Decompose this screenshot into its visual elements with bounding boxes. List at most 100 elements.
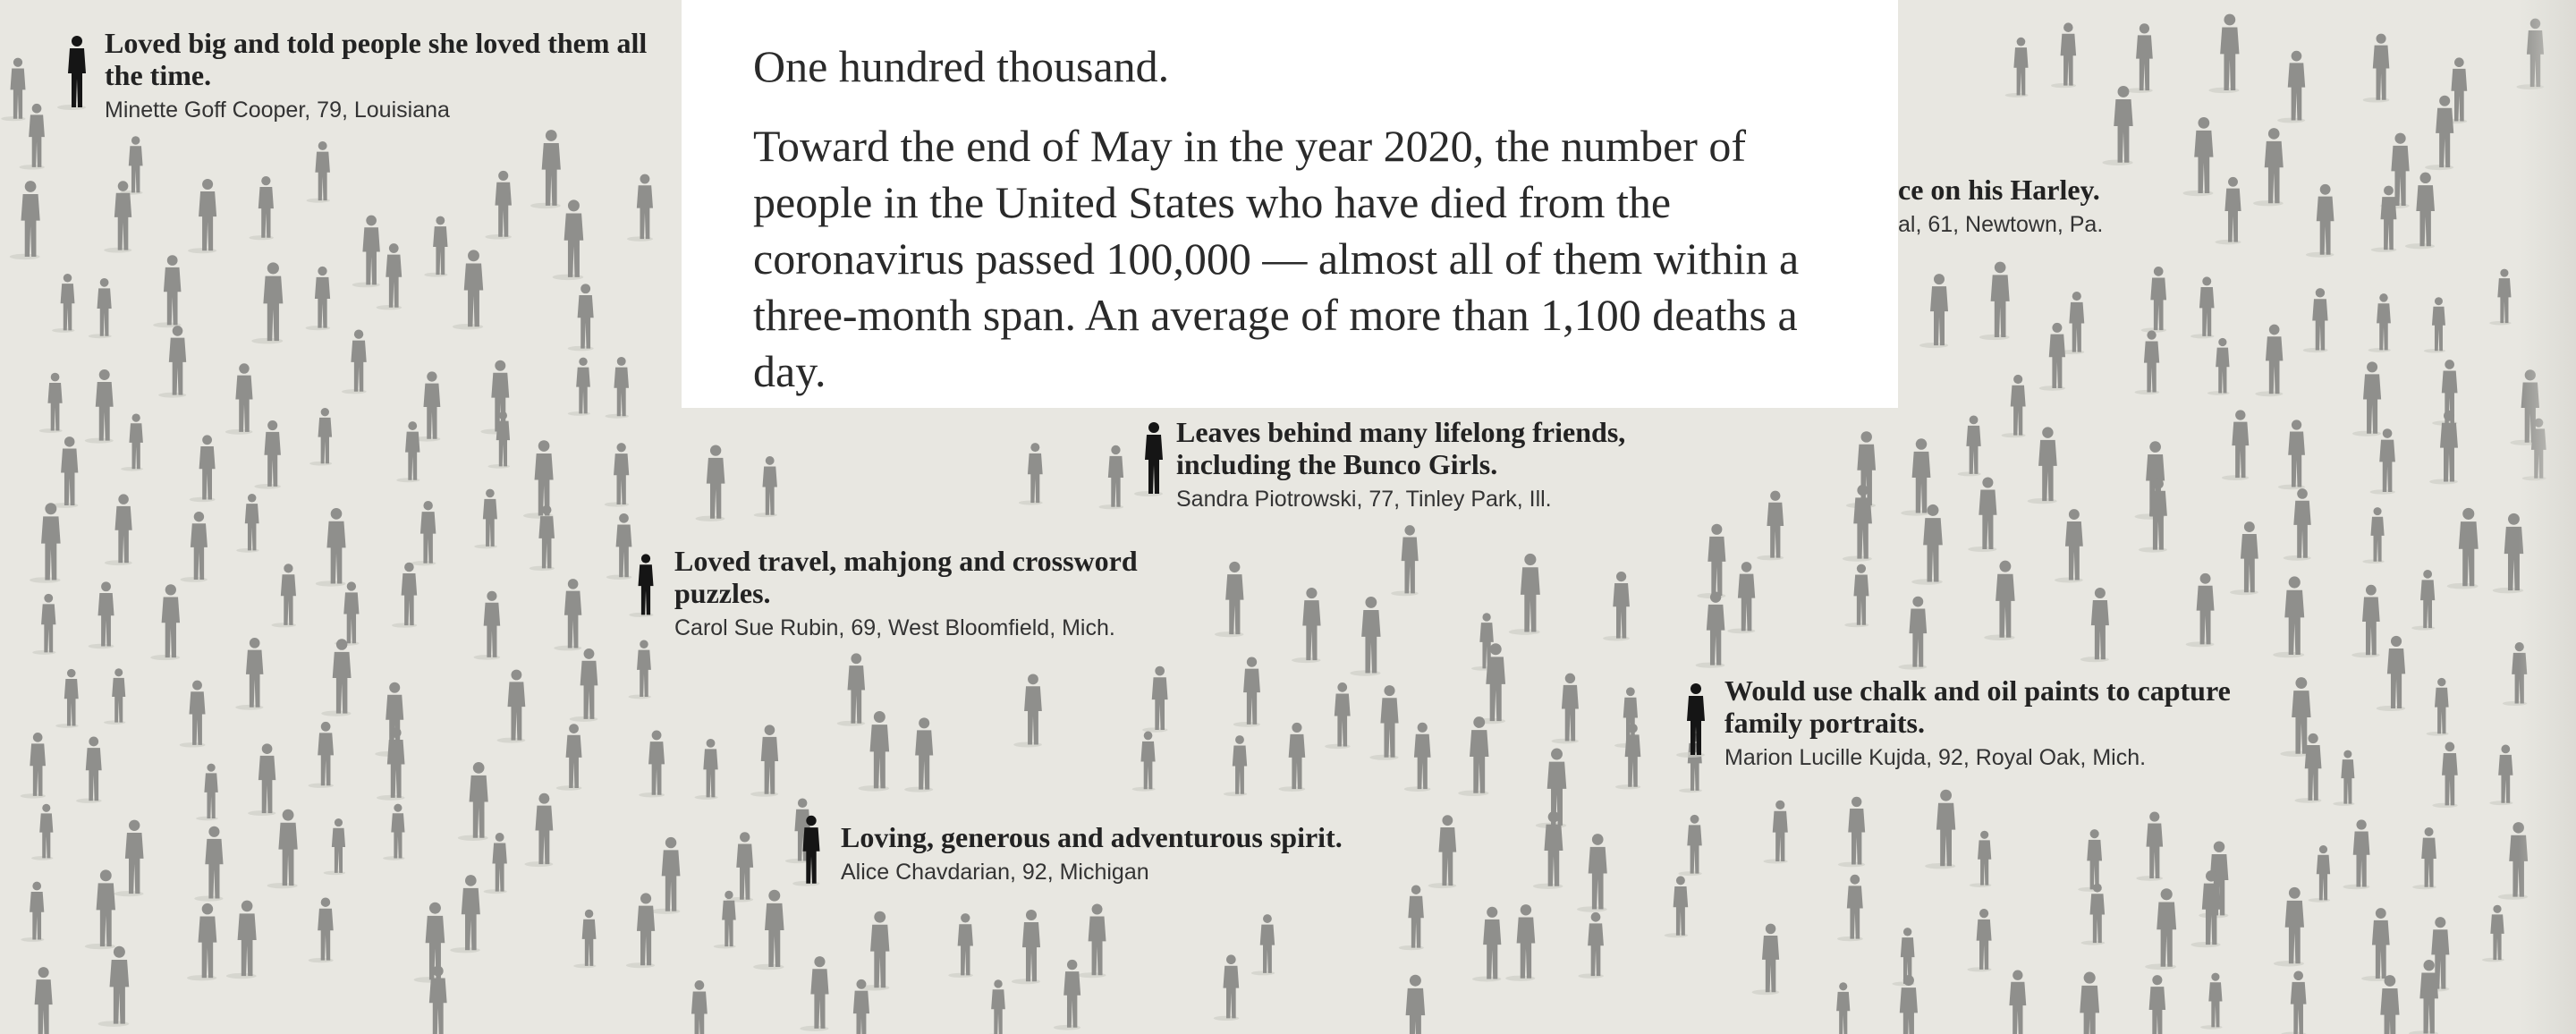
crowd-figure: [2277, 420, 2305, 490]
crowd-figure: [2351, 584, 2380, 658]
crowd-figure: [2333, 750, 2355, 806]
crowd-figure: [2001, 374, 2026, 438]
crowd-figure: [753, 456, 777, 518]
crowd-figure: [323, 818, 346, 876]
crowd-figure: [725, 832, 754, 903]
caption-name: Sandra Piotrowski, 77, Tinley Park, Ill.: [1176, 487, 1552, 512]
crowd-figure: [249, 175, 274, 241]
crowd-figure: [377, 727, 405, 801]
caption-sandra-piotrowski: Leaves behind many lifelong friends, inc…: [1176, 416, 1677, 513]
crowd-figure: [2426, 677, 2449, 736]
crowd-figure: [1391, 525, 1419, 597]
crowd-figure: [452, 250, 484, 330]
crowd-figure: [2255, 324, 2284, 397]
crowd-figure: [2190, 276, 2215, 339]
crowd-figure: [97, 945, 130, 1027]
caption-quote: Loving, generous and adventurous spirit.: [841, 821, 1343, 853]
crowd-figure: [1614, 687, 1639, 748]
crowd-figure: [104, 181, 132, 253]
crowd-figure: [1214, 561, 1244, 638]
crowd-figure: [32, 593, 56, 655]
crowd-figure: [271, 564, 296, 628]
crowd-figure: [628, 640, 651, 699]
crowd-figure: [321, 639, 352, 716]
highlighted-figure: [1134, 422, 1163, 496]
crowd-figure: [474, 488, 497, 549]
crowd-figure: [179, 680, 206, 748]
crowd-figure: [2145, 888, 2177, 970]
crowd-figure: [30, 503, 61, 583]
crowd-figure: [2425, 95, 2454, 171]
crowd-figure: [2136, 811, 2164, 881]
crowd-figure: [2432, 360, 2458, 426]
crowd-figure: [753, 889, 784, 970]
crowd-figure: [1751, 923, 1780, 996]
crowd-figure: [2200, 972, 2223, 1030]
caption-harley-rider: ce on his Harley. al, 61, Newtown, Pa.: [1898, 174, 2184, 238]
crowd-figure: [9, 181, 40, 260]
crowd-figure: [1603, 571, 1630, 641]
crowd-figure: [2055, 509, 2083, 583]
crowd-figure: [1472, 906, 1502, 982]
crowd-figure: [450, 875, 480, 953]
crowd-figure: [2182, 117, 2214, 197]
crowd-figure: [267, 809, 298, 889]
right-edge-shade: [2519, 0, 2576, 1034]
crowd-figure: [315, 508, 346, 587]
crowd-figure: [2283, 488, 2311, 561]
crowd-figure: [38, 372, 63, 433]
crowd-figure: [1911, 504, 1943, 585]
crowd-figure: [2370, 185, 2397, 252]
caption-name: Marion Lucille Kujda, 92, Royal Oak, Mic…: [1724, 745, 2147, 770]
crowd-figure: [2492, 513, 2524, 594]
crowd-figure: [104, 668, 126, 725]
crowd-figure: [483, 833, 507, 894]
crowd-figure: [1727, 562, 1756, 634]
crowd-figure: [1967, 909, 1992, 972]
highlighted-figure: [57, 36, 86, 110]
crowd-figure: [2277, 50, 2306, 123]
crowd-figure: [2432, 742, 2458, 809]
crowd-figure: [235, 638, 264, 710]
crowd-figure: [236, 494, 259, 553]
crowd-figure: [496, 669, 526, 743]
crowd-figure: [2489, 268, 2512, 326]
crowd-figure: [2294, 733, 2322, 803]
crowd-figure: [1697, 523, 1726, 599]
crowd-figure: [2369, 428, 2395, 495]
crowd-figure: [2230, 521, 2258, 596]
crowd-figure: [1278, 722, 1306, 792]
crowd-figure: [605, 356, 630, 419]
crowd-figure: [639, 730, 665, 798]
crowd-figure: [308, 721, 335, 788]
crowd-figure: [1369, 685, 1399, 760]
crowd-figure: [104, 494, 132, 566]
caption-minette-goff-cooper: Loved big and told people she loved them…: [105, 27, 677, 123]
crowd-figure: [1678, 814, 1702, 877]
crowd-figure: [1223, 735, 1248, 797]
crowd-figure: [691, 980, 708, 1034]
crowd-figure: [2138, 478, 2167, 553]
caption-carol-sue-rubin: Loved travel, mahjong and crossword puzz…: [674, 545, 1175, 641]
crowd-figure: [2280, 677, 2311, 757]
crowd-figure: [194, 826, 224, 902]
crowd-figure: [2489, 744, 2513, 806]
crowd-figure: [248, 743, 276, 816]
crowd-figure: [573, 909, 597, 969]
crowd-figure: [2362, 507, 2385, 564]
crowd-figure: [2080, 883, 2106, 945]
crowd-figure: [836, 653, 866, 726]
crowd-figure: [1403, 722, 1431, 792]
crowd-figure: [50, 436, 79, 508]
crowd-figure: [2208, 13, 2240, 94]
crowd-figure: [1551, 673, 1579, 744]
crowd-figure: [1968, 477, 1997, 553]
crowd-figure: [2408, 960, 2438, 1034]
crowd-figure: [2361, 908, 2390, 981]
crowd-figure: [524, 792, 554, 868]
caption-name: Minette Goff Cooper, 79, Louisiana: [105, 97, 450, 123]
crowd-figure: [555, 724, 582, 791]
crowd-figure: [1350, 597, 1381, 676]
crowd-figure: [2376, 635, 2406, 711]
crowd-figure: [225, 900, 257, 979]
